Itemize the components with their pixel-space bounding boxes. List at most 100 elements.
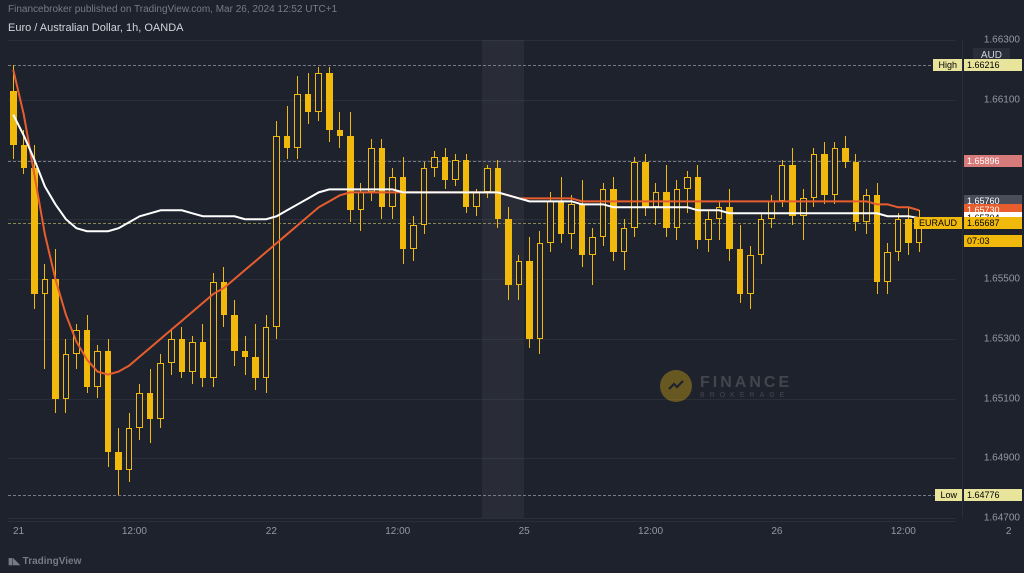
- candle-body: [421, 168, 428, 225]
- candle-body: [210, 282, 217, 378]
- candle-body: [358, 192, 365, 210]
- time-axis[interactable]: 2112:002212:002512:002612:002: [8, 521, 956, 545]
- candle-body: [853, 162, 860, 222]
- candle-body: [874, 195, 881, 282]
- candle-body: [600, 189, 607, 237]
- candle-body: [473, 192, 480, 207]
- time-tick: 21: [13, 526, 24, 537]
- candle-body: [558, 201, 565, 234]
- candle-body: [726, 207, 733, 249]
- candle-body: [695, 177, 702, 240]
- candle-body: [231, 315, 238, 351]
- candle-body: [263, 327, 270, 378]
- candle-body: [789, 165, 796, 216]
- price-axis[interactable]: 1.647001.649001.651001.653001.655001.657…: [962, 40, 1024, 518]
- time-tick: 22: [266, 526, 277, 537]
- candle-body: [884, 252, 891, 282]
- candle-body: [674, 189, 681, 228]
- attribution-text: Financebroker published on TradingView.c…: [8, 4, 337, 15]
- watermark: FINANCE BROKERAGE: [660, 370, 792, 402]
- time-tick: 12:00: [385, 526, 410, 537]
- candle-body: [221, 282, 228, 315]
- candle-body: [389, 177, 396, 207]
- candle-body: [189, 342, 196, 372]
- candle-body: [610, 189, 617, 252]
- price-side-label: EURAUD: [914, 217, 962, 229]
- time-tick: 26: [771, 526, 782, 537]
- price-axis-label: 1.66216: [964, 59, 1022, 71]
- price-tick: 1.64900: [984, 453, 1020, 464]
- candle-body: [758, 219, 765, 255]
- candle-body: [379, 148, 386, 208]
- candle-body: [147, 393, 154, 420]
- candle-body: [568, 204, 575, 234]
- candle-body: [105, 351, 112, 453]
- finance-logo-icon: [660, 370, 692, 402]
- price-axis-label: 1.65896: [964, 155, 1022, 167]
- candle-body: [821, 154, 828, 196]
- candle-body: [905, 219, 912, 243]
- price-axis-label: 1.64776: [964, 489, 1022, 501]
- time-tick: 25: [519, 526, 530, 537]
- candle-body: [663, 192, 670, 228]
- price-tick: 1.65500: [984, 274, 1020, 285]
- candle-body: [294, 94, 301, 148]
- candle-body: [52, 279, 59, 399]
- candle-body: [800, 198, 807, 216]
- time-tick: 2: [1006, 526, 1012, 537]
- price-tick: 1.65300: [984, 333, 1020, 344]
- candle-body: [589, 237, 596, 255]
- candle-body: [747, 255, 754, 294]
- time-tick: 12:00: [122, 526, 147, 537]
- candle-body: [168, 339, 175, 363]
- candle-body: [10, 91, 17, 145]
- candle-body: [505, 219, 512, 285]
- candle-body: [811, 154, 818, 199]
- candle-body: [42, 279, 49, 294]
- candle-body: [484, 168, 491, 192]
- candle-body: [779, 165, 786, 201]
- price-line: [8, 65, 956, 66]
- candle-body: [400, 177, 407, 249]
- plot-area[interactable]: [8, 40, 956, 518]
- candle-body: [832, 148, 839, 196]
- candle-body: [368, 148, 375, 193]
- candle-body: [200, 342, 207, 378]
- candle-body: [768, 201, 775, 219]
- candle-body: [115, 452, 122, 470]
- candle-body: [526, 261, 533, 339]
- price-tick: 1.66300: [984, 35, 1020, 46]
- candle-body: [73, 330, 80, 354]
- candle-body: [21, 145, 28, 169]
- price-tick: 1.64700: [984, 513, 1020, 524]
- candle-body: [252, 357, 259, 378]
- candle-body: [716, 207, 723, 219]
- time-tick: 12:00: [638, 526, 663, 537]
- candle-body: [273, 136, 280, 327]
- price-side-label: High: [933, 59, 962, 71]
- price-side-label: Low: [935, 489, 962, 501]
- candle-body: [284, 136, 291, 148]
- candle-body: [305, 94, 312, 112]
- candle-body: [653, 192, 660, 207]
- candle-body: [737, 249, 744, 294]
- candle-body: [442, 157, 449, 181]
- candle-body: [547, 201, 554, 243]
- candle-body: [347, 136, 354, 211]
- candle-body: [337, 130, 344, 136]
- candle-body: [537, 243, 544, 339]
- candle-body: [863, 195, 870, 222]
- candle-body: [126, 428, 133, 470]
- candle-body: [315, 73, 322, 112]
- chart-root: Financebroker published on TradingView.c…: [0, 0, 1024, 573]
- candle-body: [642, 162, 649, 207]
- candle-body: [452, 160, 459, 181]
- price-axis-label: 1.65687: [964, 217, 1022, 229]
- price-axis-label: 07:03: [964, 235, 1022, 247]
- candle-body: [179, 339, 186, 372]
- candle-body: [431, 157, 438, 169]
- candle-body: [684, 177, 691, 189]
- candle-body: [621, 228, 628, 252]
- candle-body: [136, 393, 143, 429]
- price-tick: 1.66100: [984, 94, 1020, 105]
